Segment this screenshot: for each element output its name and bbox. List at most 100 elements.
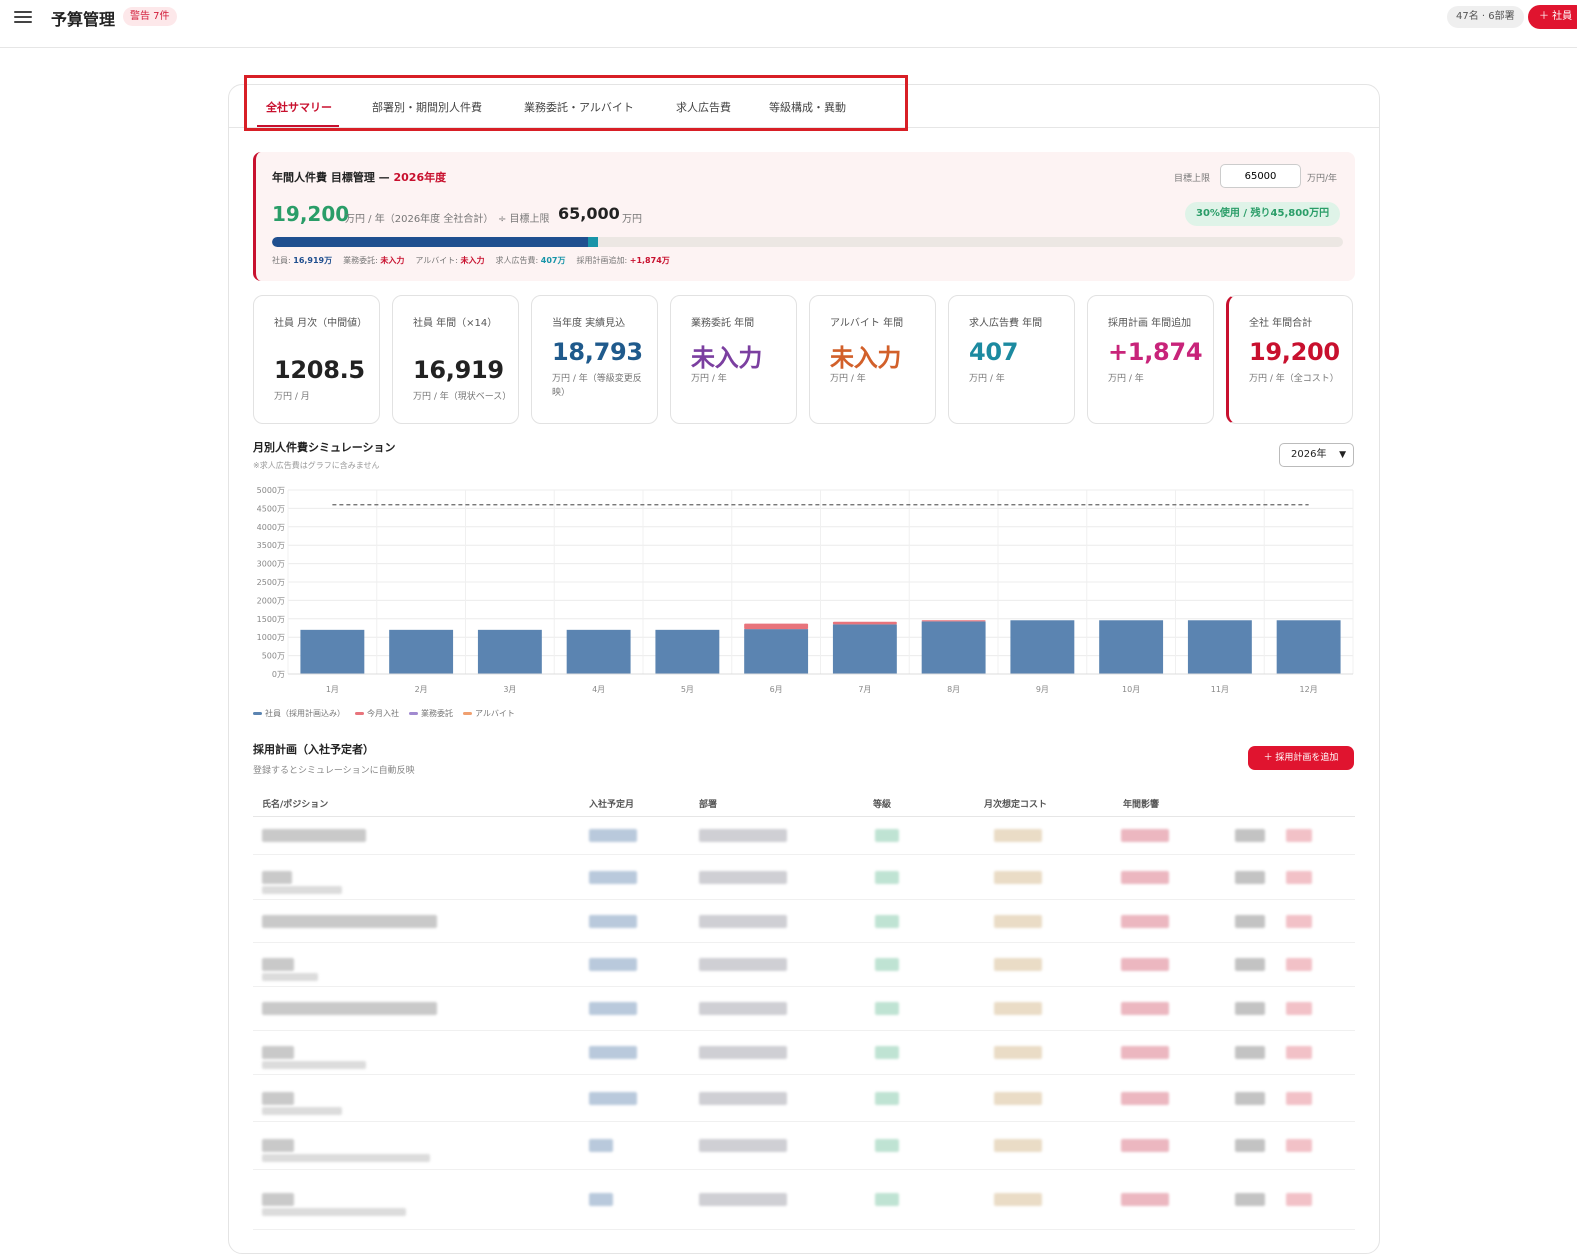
kpi-unit: 万円 / 年 [691,374,727,384]
tab-bar: 全社サマリー 部署別・期間別人件費 業務委託・アルバイト 求人広告費 等級構成・… [229,85,1379,128]
redacted-cell [1235,829,1265,842]
x-tick-label: 6月 [770,685,783,694]
table-row[interactable] [253,943,1355,987]
redacted-cell [1235,1046,1265,1059]
table-row[interactable] [253,855,1355,900]
table-row[interactable] [253,1122,1355,1170]
warning-badge[interactable]: 警告 7件 [123,7,177,26]
bar-segment [1010,620,1075,674]
add-hiring-plan-button[interactable]: ＋ 採用計画を追加 [1248,746,1354,770]
goal-title: 年間人件費 目標管理 — 2026年度 [272,171,447,184]
tab-department-period[interactable]: 部署別・期間別人件費 [372,101,482,114]
redacted-cell [1286,1139,1312,1152]
redacted-cell [262,914,437,928]
table-row[interactable] [253,1031,1355,1075]
table-row[interactable] [253,817,1355,855]
x-tick-label: 2月 [415,685,428,694]
kpi-card: 社員 月次（中間値） 1208.5 万円 / 月 [253,295,380,424]
redacted-subtext [262,1154,430,1162]
redacted-cell [589,914,637,928]
total-value: 19,200 [272,202,350,226]
redacted-cell [262,1139,294,1152]
x-tick-label: 11月 [1211,685,1229,694]
monthly-cost-chart: 0万 500万 1000万 1500万 2000万 2500万 3000万 3500万 4000… [257,486,1354,694]
redacted-cell [1286,1046,1312,1059]
kpi-value: 16,919 [413,356,504,384]
kpi-label: 全社 年間合計 [1249,318,1313,329]
tab-summary[interactable]: 全社サマリー [266,101,332,114]
kpi-value: 407 [969,338,1019,366]
table-row[interactable] [253,900,1355,943]
redacted-cell [1286,829,1312,842]
kpi-unit: 万円 / 年 [1108,374,1144,384]
legend-item: 業務委託 [409,709,453,718]
kpi-card: 業務委託 年間 未入力 万円 / 年 [670,295,797,424]
bar-segment [921,620,986,622]
col-monthly-cost: 月次想定コスト [984,800,1048,810]
kpi-label: アルバイト 年間 [830,318,904,329]
redacted-cell [875,870,899,884]
bar-segment [1187,620,1252,674]
tab-grade-transfer[interactable]: 等級構成・異動 [769,101,846,114]
kpi-label: 採用計画 年間追加 [1108,318,1192,329]
usage-pill: 30%使用 / 残り45,800万円 [1185,202,1341,226]
bar-segment [655,629,720,674]
kpi-value: 未入力 [691,344,763,372]
redacted-cell [699,1193,787,1206]
breakdown-item: 求人広告費: 407万 [495,256,566,265]
redacted-cell [699,914,787,928]
bar-segment [832,624,897,674]
x-tick-label: 5月 [681,685,694,694]
bar-segment [1099,620,1164,674]
chevron-down-icon: ▼ [1339,450,1346,460]
redacted-cell [875,829,899,842]
y-tick-label: 4000万 [257,523,285,532]
redacted-cell [1235,1139,1265,1152]
kpi-value: 1208.5 [274,356,365,384]
target-input[interactable] [1220,164,1301,188]
redacted-cell [1286,870,1312,884]
kpi-card: 当年度 実績見込 18,793 万円 / 年（等級変更反映） [531,295,658,424]
redacted-cell [994,829,1042,842]
top-bar: 予算管理 警告 7件 47名 · 6部署 ＋ 社員 [0,0,1577,48]
add-employee-button[interactable]: ＋ 社員 [1528,5,1577,29]
x-tick-label: 3月 [503,685,516,694]
redacted-cell [994,1046,1042,1059]
tab-job-ads[interactable]: 求人広告費 [676,101,731,114]
kpi-card: 全社 年間合計 19,200 万円 / 年（全コスト） [1226,295,1353,424]
redacted-cell [875,1091,899,1105]
bar-segment [389,629,454,674]
cost-breakdown: 社員: 16,919万 業務委託: 未入力 アルバイト: 未入力 求人広告費: 407… [272,255,681,266]
target-label: 目標上限 [1174,174,1211,184]
y-tick-label: 5000万 [257,486,285,495]
redacted-cell [994,1193,1042,1206]
kpi-value: 未入力 [830,344,902,372]
y-tick-label: 0万 [272,670,285,679]
table-row[interactable] [253,1075,1355,1122]
y-tick-label: 1500万 [257,615,285,624]
kpi-label: 当年度 実績見込 [552,318,626,329]
kpi-card: 採用計画 年間追加 +1,874 万円 / 年 [1087,295,1214,424]
redacted-cell [262,1046,294,1059]
menu-icon[interactable] [14,9,32,25]
year-select[interactable]: 2026年 ▼ [1279,443,1354,467]
table-row[interactable] [253,1170,1355,1230]
redacted-cell [994,914,1042,928]
redacted-subtext [262,1061,366,1069]
table-row[interactable] [253,987,1355,1031]
y-tick-label: 2000万 [257,596,285,605]
redacted-subtext [262,885,342,894]
total-sub: 万円 / 年（2026年度 全社合計） [345,214,494,225]
redacted-cell [875,1193,899,1206]
chart-note: ※求人広告費はグラフに含みません [253,461,380,470]
tab-contract-parttime[interactable]: 業務委託・アルバイト [524,101,634,114]
redacted-cell [1121,914,1169,928]
col-start-month: 入社予定月 [589,800,635,810]
kpi-card: 社員 年間（×14） 16,919 万円 / 年（現状ベース） [392,295,519,424]
bar-segment [477,629,542,674]
goal-progress-bar [272,237,1343,247]
redacted-cell [1286,1002,1312,1015]
redacted-cell [1121,1002,1169,1015]
redacted-cell [589,1139,613,1152]
progress-fill-ads [588,237,598,247]
